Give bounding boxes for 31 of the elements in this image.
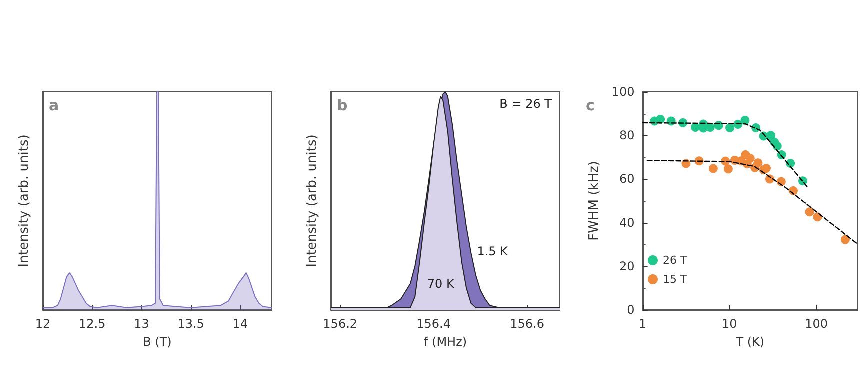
legend-label: 15 T: [663, 273, 688, 286]
y-tick-label: 40: [620, 216, 635, 230]
y-tick-label: 0: [627, 303, 635, 317]
x-tick-label: 156.4: [416, 317, 451, 331]
y-axis-title: FWHM (kHz): [587, 161, 602, 241]
series-label: 70 K: [427, 276, 456, 291]
y-axis-title: Intensity (arb. units): [17, 134, 32, 268]
y-tick-label: 20: [620, 259, 635, 274]
x-axis-title: f (MHz): [424, 335, 468, 349]
x-tick-label: 100: [805, 317, 828, 331]
x-tick-label: 13: [134, 317, 150, 331]
y-tick-label: 100: [612, 85, 635, 99]
y-axis-title: Intensity (arb. units): [305, 134, 320, 268]
x-tick-label: 10: [722, 317, 738, 331]
x-tick-label: 14: [232, 317, 248, 331]
x-tick-label: 13.5: [178, 317, 204, 331]
series-label: 1.5 K: [477, 244, 510, 258]
y-tick-label: 80: [620, 128, 635, 143]
x-tick-label: 1: [638, 317, 647, 331]
y-tick-label: 60: [620, 172, 635, 186]
annotation: a: [49, 96, 60, 114]
annotation: B = 26 T: [500, 97, 553, 111]
x-tick-label: 156.2: [323, 317, 358, 331]
x-tick-label: 156.6: [510, 317, 544, 331]
x-tick-label: 12: [35, 317, 51, 331]
x-axis-title: T (K): [735, 335, 765, 349]
x-tick-label: 12.5: [78, 317, 106, 331]
x-axis-title: B (T): [143, 335, 172, 349]
legend-label: 26 T: [663, 254, 688, 267]
text: c: [586, 96, 595, 114]
annotation: b: [337, 96, 348, 114]
